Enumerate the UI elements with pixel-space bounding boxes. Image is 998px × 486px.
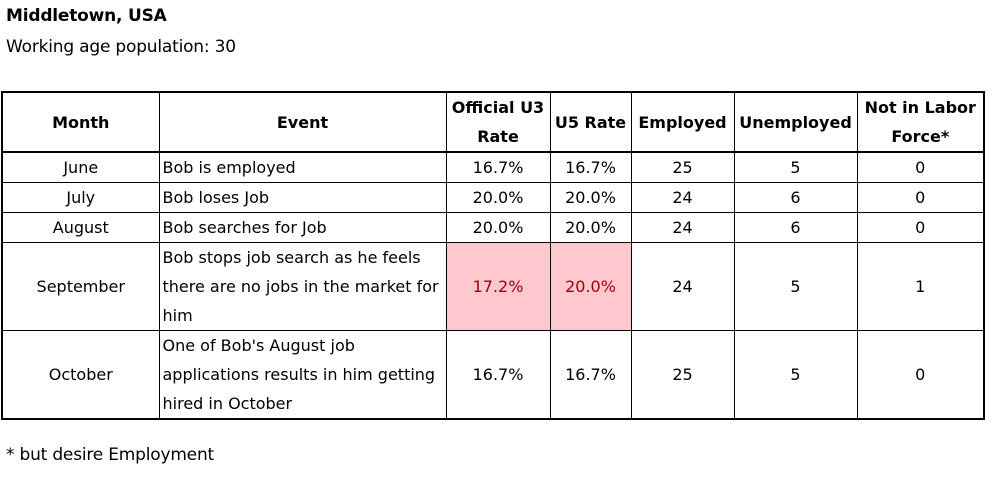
month-cell: September xyxy=(1,242,160,331)
u3-rate-cell-highlighted: 17.2% xyxy=(445,242,551,331)
not-in-labor-force-cell: 0 xyxy=(856,151,985,183)
column-header-u5-rate: U5 Rate xyxy=(549,91,632,153)
column-header-u3-rate: Official U3 Rate xyxy=(445,91,551,153)
employed-cell: 25 xyxy=(630,330,735,420)
month-cell: June xyxy=(1,151,160,183)
not-in-labor-force-cell: 1 xyxy=(856,242,985,331)
u3-rate-cell: 20.0% xyxy=(445,212,551,243)
employed-cell: 24 xyxy=(630,182,735,213)
event-cell: Bob loses Job xyxy=(158,182,447,213)
u3-rate-cell: 16.7% xyxy=(445,151,551,183)
unemployed-cell: 5 xyxy=(733,330,858,420)
not-in-labor-force-cell: 0 xyxy=(856,182,985,213)
u3-rate-cell: 20.0% xyxy=(445,182,551,213)
table-row: August Bob searches for Job 20.0% 20.0% … xyxy=(1,212,985,243)
u5-rate-cell: 20.0% xyxy=(549,212,632,243)
event-cell: One of Bob's August job applications res… xyxy=(158,330,447,420)
event-cell: Bob is employed xyxy=(158,151,447,183)
event-cell: Bob stops job search as he feels there a… xyxy=(158,242,447,331)
table-row: June Bob is employed 16.7% 16.7% 25 5 0 xyxy=(1,151,985,183)
column-header-event: Event xyxy=(158,91,447,153)
not-in-labor-force-cell: 0 xyxy=(856,212,985,243)
event-cell: Bob searches for Job xyxy=(158,212,447,243)
u5-rate-cell-highlighted: 20.0% xyxy=(549,242,632,331)
u5-rate-cell: 16.7% xyxy=(549,151,632,183)
unemployed-cell: 5 xyxy=(733,242,858,331)
employed-cell: 24 xyxy=(630,242,735,331)
column-header-unemployed: Unemployed xyxy=(733,91,858,153)
not-in-labor-force-cell: 0 xyxy=(856,330,985,420)
footnote: * but desire Employment xyxy=(6,445,214,465)
u5-rate-cell: 16.7% xyxy=(549,330,632,420)
unemployed-cell: 6 xyxy=(733,212,858,243)
employed-cell: 24 xyxy=(630,212,735,243)
month-cell: October xyxy=(1,330,160,420)
population-subtitle: Working age population: 30 xyxy=(6,37,236,57)
page-title: Middletown, USA xyxy=(6,6,167,26)
unemployed-cell: 5 xyxy=(733,151,858,183)
month-cell: July xyxy=(1,182,160,213)
header-row: Month Event Official U3 Rate U5 Rate Emp… xyxy=(1,91,985,153)
table-row: September Bob stops job search as he fee… xyxy=(1,242,985,331)
employed-cell: 25 xyxy=(630,151,735,183)
month-cell: August xyxy=(1,212,160,243)
column-header-employed: Employed xyxy=(630,91,735,153)
unemployed-cell: 6 xyxy=(733,182,858,213)
u5-rate-cell: 20.0% xyxy=(549,182,632,213)
u3-rate-cell: 16.7% xyxy=(445,330,551,420)
column-header-not-in-labor-force: Not in Labor Force* xyxy=(856,91,985,153)
unemployment-table: Month Event Official U3 Rate U5 Rate Emp… xyxy=(1,91,985,420)
table-row: July Bob loses Job 20.0% 20.0% 24 6 0 xyxy=(1,182,985,213)
column-header-month: Month xyxy=(1,91,160,153)
table-row: October One of Bob's August job applicat… xyxy=(1,330,985,420)
